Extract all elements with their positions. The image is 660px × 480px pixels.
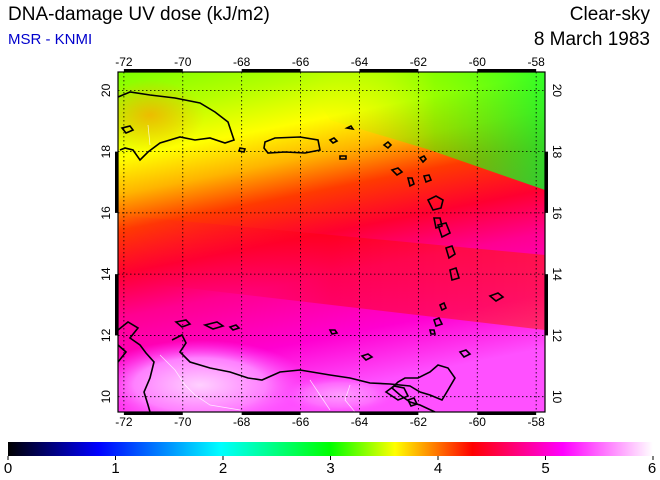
colorbar-ticks [7, 456, 654, 460]
lon-tick-top: -60 [469, 55, 487, 69]
colorbar-label: 6 [647, 460, 657, 477]
date-label: 8 March 1983 [533, 29, 650, 50]
colorbar-label: 1 [111, 460, 120, 477]
colorbar-label: 2 [218, 460, 228, 477]
frame-ticks [115, 69, 548, 415]
lat-tick-left: 20 [99, 83, 113, 97]
lon-tick-bottom: -68 [233, 415, 251, 429]
lat-tick-right: 12 [550, 329, 564, 343]
lat-tick-left: 18 [99, 145, 113, 159]
lon-tick-bottom: -62 [410, 415, 428, 429]
lon-tick-bottom: -66 [292, 415, 310, 429]
lon-tick-bottom: -72 [115, 415, 133, 429]
lat-tick-left: 14 [99, 267, 113, 281]
colorbar [8, 442, 653, 456]
lon-tick-top: -68 [233, 55, 251, 69]
frame-segment [545, 274, 548, 336]
lon-tick-bottom: -64 [351, 415, 369, 429]
graticule [118, 72, 545, 412]
lon-tick-top: -72 [115, 55, 133, 69]
frame-segment [477, 69, 537, 72]
lat-tick-right: 10 [550, 390, 564, 404]
lon-tick-top: -64 [351, 55, 369, 69]
frame-segment [123, 412, 183, 415]
frame-segment [545, 151, 548, 213]
frame-segment [115, 151, 118, 213]
frame-segment [359, 69, 419, 72]
frame-segment [241, 412, 301, 415]
lon-tick-top: -70 [174, 55, 192, 69]
lon-tick-top: -66 [292, 55, 310, 69]
lat-tick-left: 16 [99, 206, 113, 220]
lat-tick-right: 18 [550, 145, 564, 159]
uv-dose-field [118, 72, 545, 412]
frame-segment [359, 412, 419, 415]
borders [147, 124, 356, 412]
source-label: MSR - KNMI [8, 31, 93, 48]
coastlines [118, 91, 505, 412]
lon-tick-top: -58 [527, 55, 545, 69]
lat-tick-right: 14 [550, 267, 564, 281]
map-title: DNA-damage UV dose (kJ/m2) [8, 4, 270, 25]
lat-tick-left: 10 [99, 390, 113, 404]
lat-tick-left: 12 [99, 328, 113, 342]
frame-segment [477, 412, 537, 415]
colorbar-label: 0 [3, 460, 13, 477]
colorbar-label: 5 [541, 460, 550, 477]
lon-tick-bottom: -70 [174, 415, 192, 429]
colorbar-label: 3 [326, 460, 335, 477]
frame-segment [123, 69, 183, 72]
lat-tick-right: 20 [550, 84, 564, 98]
colorbar-label: 4 [433, 460, 443, 477]
lat-tick-right: 16 [550, 206, 564, 220]
lon-tick-top: -62 [410, 55, 428, 69]
frame-segment [115, 274, 118, 336]
sky-condition: Clear-sky [569, 4, 650, 25]
frame-segment [241, 69, 301, 72]
map-frame [117, 71, 546, 413]
lon-tick-bottom: -58 [527, 415, 545, 429]
lon-tick-bottom: -60 [469, 415, 487, 429]
